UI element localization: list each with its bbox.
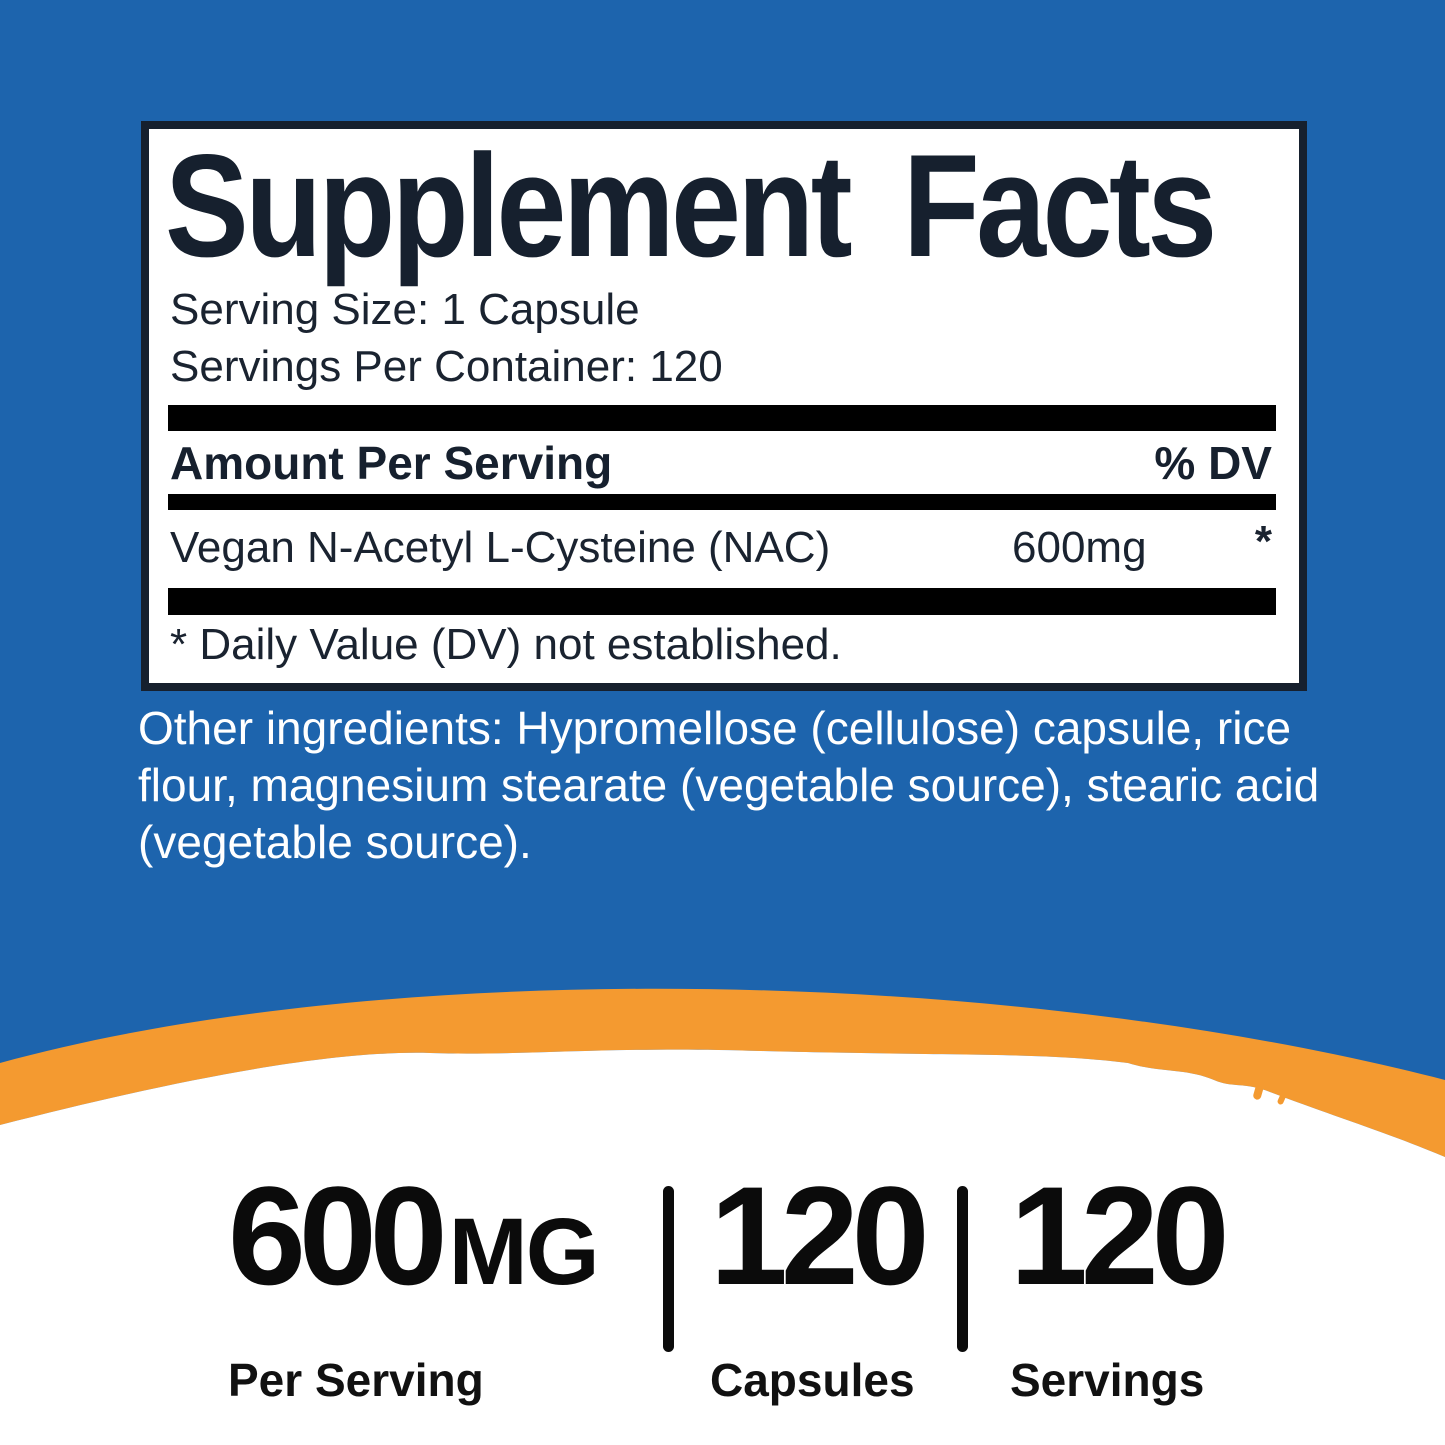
panel-title: Supplement Facts (165, 124, 1217, 287)
other-ingredients-line: Other ingredients: Hypromellose (cellulo… (138, 702, 1292, 754)
stat-servings: 120 Servings (1010, 1166, 1230, 1407)
ingredient-amount: 600mg (1012, 523, 1147, 572)
stat-capsules-value-line: 120 (710, 1166, 930, 1350)
brush-speck (1253, 1072, 1267, 1100)
stat-capsules: 120 Capsules (710, 1166, 930, 1407)
amount-per-serving-header: Amount Per Serving (170, 437, 613, 489)
other-ingredients-line: (vegetable source). (138, 816, 532, 868)
daily-value-footnote: * Daily Value (DV) not established. (170, 620, 842, 669)
ingredient-name: Vegan N-Acetyl L-Cysteine (NAC) (170, 523, 831, 572)
orange-brush-stroke (0, 988, 1445, 1157)
percent-dv-header: % DV (1154, 437, 1272, 489)
brush-speck (1277, 1087, 1289, 1105)
stat-servings-value-line: 120 (1010, 1166, 1230, 1350)
servings-per-container-line: Servings Per Container: 120 (170, 342, 723, 391)
stat-dose-unit: MG (448, 1199, 600, 1305)
orange-brush-wave (0, 988, 1445, 1250)
stat-dose-label: Per Serving (228, 1354, 484, 1406)
bottom-white-area (0, 1249, 1445, 1445)
separator-bar-middle (168, 494, 1276, 510)
stat-capsules-value: 120 (710, 1157, 930, 1314)
other-ingredients-text: Other ingredients: Hypromellose (cellulo… (138, 700, 1388, 871)
stat-capsules-label: Capsules (710, 1354, 915, 1406)
separator-bar-top (168, 405, 1276, 431)
stats-divider (957, 1186, 968, 1352)
other-ingredients-line: flour, magnesium stearate (vegetable sou… (138, 759, 1320, 811)
stat-dose: 600MG Per Serving (228, 1166, 600, 1407)
stat-dose-value: 600 (228, 1157, 448, 1314)
serving-size-line: Serving Size: 1 Capsule (170, 285, 640, 334)
supplement-facts-panel: Supplement Facts Serving Size: 1 Capsule… (141, 121, 1307, 691)
stat-dose-value-line: 600MG (228, 1166, 600, 1350)
white-brush-underside (0, 1049, 1445, 1250)
ingredient-dv-asterisk: * (1254, 517, 1272, 566)
stats-divider (663, 1186, 674, 1352)
stat-servings-value: 120 (1010, 1157, 1230, 1314)
stat-servings-label: Servings (1010, 1354, 1205, 1406)
separator-bar-bottom (168, 588, 1276, 615)
